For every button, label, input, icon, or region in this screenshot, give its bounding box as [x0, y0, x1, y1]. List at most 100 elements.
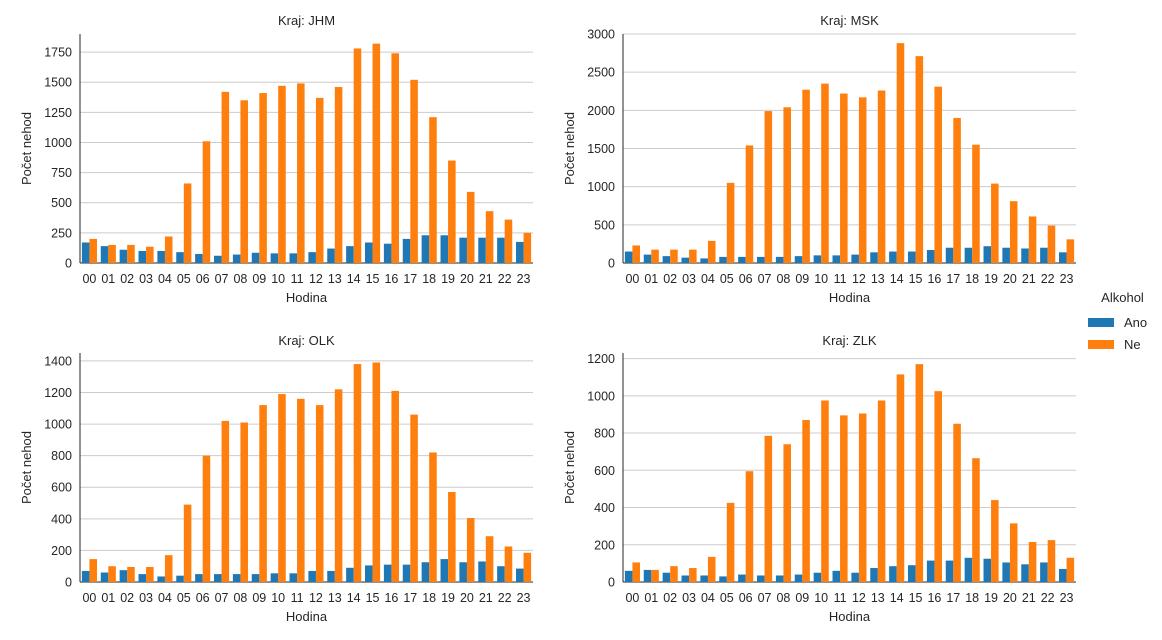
- bar-ano-18: [964, 557, 973, 582]
- bar-ne-20: [1009, 201, 1018, 263]
- bar-ne-09: [259, 405, 267, 582]
- bar-ne-00: [632, 562, 640, 582]
- x-tick-label: 09: [795, 272, 809, 286]
- bar-ano-18: [964, 247, 973, 263]
- x-tick-label: 10: [271, 591, 285, 605]
- bar-ano-22: [497, 566, 505, 582]
- bar-ne-06: [202, 141, 211, 263]
- x-tick-label: 14: [347, 591, 361, 605]
- bar-ano-03: [681, 575, 690, 582]
- bar-ano-23: [516, 568, 524, 582]
- bar-ano-11: [832, 570, 841, 582]
- x-tick-label: 02: [663, 591, 677, 605]
- bar-ano-13: [327, 248, 335, 263]
- bar-ano-10: [270, 253, 279, 263]
- bar-ano-05: [176, 252, 184, 263]
- bar-ne-06: [745, 471, 754, 582]
- bar-ne-16: [934, 391, 942, 582]
- bar-ano-16: [926, 250, 935, 263]
- y-tick-label: 800: [594, 427, 615, 441]
- bar-ano-03: [138, 250, 147, 263]
- x-tick-label: 17: [403, 272, 417, 286]
- bar-ne-12: [858, 97, 867, 264]
- x-tick-label: 14: [890, 591, 904, 605]
- bar-ne-10: [821, 400, 829, 582]
- bar-ano-02: [662, 256, 671, 263]
- x-tick-label: 20: [460, 272, 474, 286]
- x-tick-label: 01: [101, 591, 115, 605]
- bar-ano-09: [251, 574, 260, 582]
- y-tick-label: 1200: [44, 386, 72, 400]
- bar-ne-13: [334, 389, 343, 582]
- bar-ano-13: [870, 252, 878, 263]
- x-tick-label: 16: [927, 591, 941, 605]
- bar-ano-01: [643, 254, 652, 263]
- bar-ano-02: [662, 572, 671, 582]
- bar-ano-11: [289, 573, 298, 582]
- x-tick-label: 08: [233, 591, 247, 605]
- bar-ne-14: [896, 374, 905, 582]
- bar-ne-16: [391, 390, 399, 582]
- bar-ano-12: [308, 252, 316, 263]
- bar-ano-13: [870, 568, 878, 582]
- y-axis-label: Počet nehod: [562, 431, 577, 504]
- legend-item-ne: Ne: [1085, 333, 1160, 355]
- bar-ne-01: [108, 566, 116, 582]
- x-tick-label: 06: [196, 272, 210, 286]
- bar-ano-19: [983, 246, 992, 263]
- x-tick-label: 02: [120, 591, 134, 605]
- bar-ano-17: [402, 238, 411, 263]
- x-tick-label: 08: [776, 591, 790, 605]
- x-tick-label: 02: [663, 272, 677, 286]
- bar-ano-12: [851, 254, 859, 263]
- bar-ne-12: [315, 97, 324, 264]
- x-tick-label: 12: [309, 272, 323, 286]
- x-tick-label: 06: [739, 272, 753, 286]
- x-tick-label: 09: [252, 591, 266, 605]
- x-tick-label: 12: [852, 272, 866, 286]
- bar-ne-19: [991, 500, 999, 582]
- bar-ano-22: [497, 237, 505, 263]
- bar-ne-21: [485, 536, 494, 582]
- bar-ne-08: [783, 107, 791, 263]
- bar-ne-03: [689, 568, 697, 582]
- bar-ano-21: [1021, 248, 1029, 263]
- bar-ne-22: [504, 219, 513, 263]
- bar-ano-08: [775, 575, 784, 582]
- y-tick-label: 600: [51, 481, 72, 495]
- bar-ano-06: [738, 574, 746, 582]
- x-tick-label: 01: [101, 272, 115, 286]
- bar-ano-08: [775, 256, 784, 263]
- bar-ne-05: [183, 183, 192, 263]
- bar-ano-19: [440, 235, 449, 263]
- bar-ano-07: [214, 574, 222, 582]
- x-tick-label: 03: [682, 591, 696, 605]
- legend-label-ne: Ne: [1124, 336, 1141, 352]
- bar-ne-18: [429, 452, 437, 582]
- legend-title: Alkohol: [1101, 290, 1144, 305]
- bar-ano-10: [813, 255, 822, 263]
- bar-ne-05: [726, 182, 735, 263]
- x-tick-label: 12: [852, 591, 866, 605]
- bar-ano-09: [794, 574, 803, 582]
- bar-ne-03: [689, 249, 697, 263]
- bar-ne-17: [953, 423, 961, 582]
- x-tick-label: 03: [139, 591, 153, 605]
- bar-ano-01: [100, 572, 109, 582]
- bar-ne-14: [353, 48, 362, 263]
- y-tick-label: 600: [594, 464, 615, 478]
- bar-ano-02: [119, 570, 128, 582]
- x-tick-label: 16: [384, 272, 398, 286]
- y-tick-label: 0: [65, 257, 72, 271]
- panel-title: Kraj: ZLK: [822, 333, 877, 348]
- bar-ano-04: [157, 576, 165, 582]
- bar-ano-07: [757, 256, 765, 263]
- panel-title: Kraj: JHM: [278, 13, 335, 28]
- bar-ne-13: [334, 87, 343, 263]
- panel-olk: 0 200 400 600 800 1000 1200 1400 00 01 02 03 04 05 06 0…: [19, 333, 533, 624]
- x-tick-label: 05: [177, 272, 191, 286]
- bar-ano-02: [119, 249, 128, 263]
- bar-ano-03: [681, 257, 690, 263]
- x-tick-label: 21: [1022, 272, 1036, 286]
